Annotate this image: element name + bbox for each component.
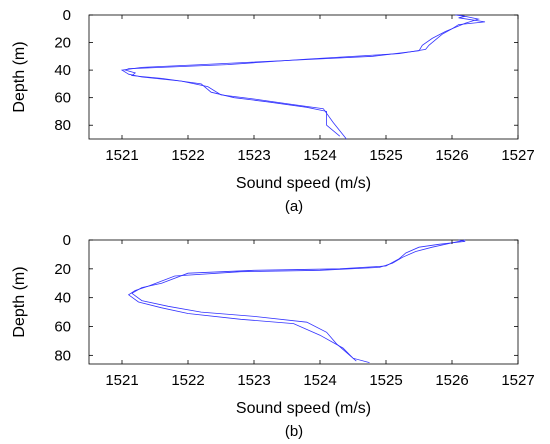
x-axis-label: Sound speed (m/s)	[236, 400, 371, 417]
series-line-1	[131, 239, 466, 362]
subplot-caption: (a)	[285, 198, 303, 215]
x-tick-label: 1522	[171, 147, 204, 164]
y-tick-label: 40	[54, 290, 71, 307]
series-line-2	[127, 239, 466, 363]
x-tick-label: 1521	[105, 147, 138, 164]
subplot-a: 1521 1522 1523 1524 1525 1526 1527 0 20 40 60 80 S…	[11, 7, 535, 215]
y-ticks: 0 20 40 60 80	[54, 7, 518, 134]
y-axis-label: Depth (m)	[11, 266, 28, 337]
x-tick-label: 1527	[501, 372, 534, 389]
series-line-1	[124, 14, 486, 137]
plot-frame	[88, 239, 519, 365]
x-axis-label: Sound speed (m/s)	[236, 175, 371, 192]
series-line-2	[120, 14, 480, 140]
series-layer	[127, 239, 466, 363]
y-tick-label: 0	[63, 7, 71, 24]
y-ticks: 0 20 40 60 80	[54, 232, 518, 364]
x-tick-label: 1526	[435, 147, 468, 164]
y-tick-label: 60	[54, 90, 71, 107]
x-tick-label: 1526	[435, 372, 468, 389]
x-tick-label: 1525	[369, 147, 402, 164]
y-tick-label: 80	[54, 347, 71, 364]
y-tick-label: 20	[54, 35, 71, 52]
plot-frame	[88, 14, 519, 140]
y-axis-label: Depth (m)	[11, 41, 28, 112]
x-tick-label: 1527	[501, 147, 534, 164]
x-tick-label: 1522	[171, 372, 204, 389]
x-tick-label: 1525	[369, 372, 402, 389]
x-tick-label: 1523	[237, 147, 270, 164]
y-tick-label: 40	[54, 62, 71, 79]
x-ticks: 1521 1522 1523 1524 1525 1526 1527	[105, 240, 535, 389]
y-tick-label: 0	[63, 232, 71, 249]
x-tick-label: 1521	[105, 372, 138, 389]
y-tick-label: 80	[54, 117, 71, 134]
y-tick-label: 60	[54, 319, 71, 336]
x-ticks: 1521 1522 1523 1524 1525 1526 1527	[105, 15, 535, 164]
x-tick-label: 1524	[303, 147, 336, 164]
subplot-caption: (b)	[285, 423, 303, 440]
x-tick-label: 1523	[237, 372, 270, 389]
x-tick-label: 1524	[303, 372, 336, 389]
y-tick-label: 20	[54, 261, 71, 278]
series-layer	[120, 14, 486, 140]
subplot-b: 1521 1522 1523 1524 1525 1526 1527 0 20 40 60 80 S…	[11, 232, 535, 440]
